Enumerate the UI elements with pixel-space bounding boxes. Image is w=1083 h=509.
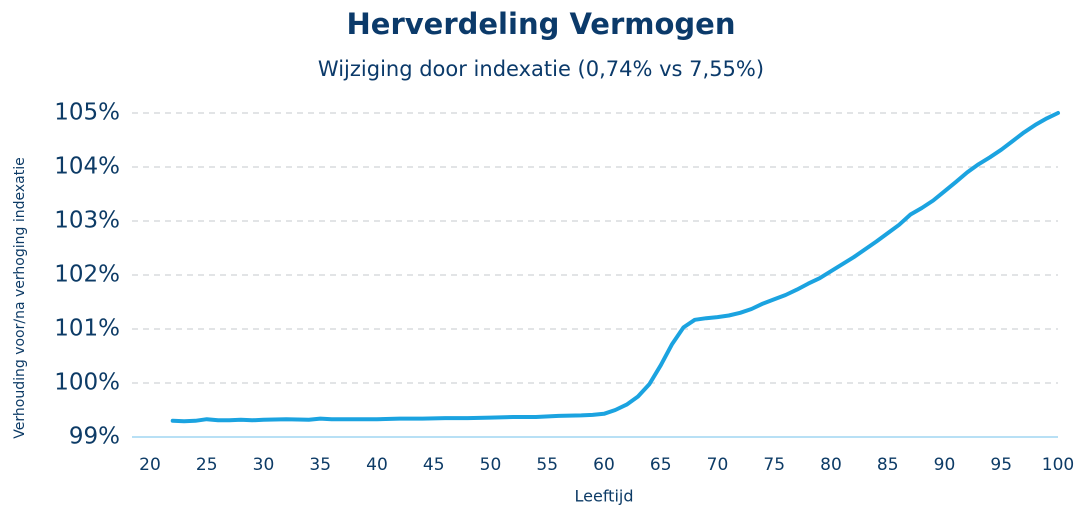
x-tick-label: 35 [309,455,331,475]
data-line [170,111,1060,424]
x-tick-label: 40 [366,455,388,475]
x-tick-label: 65 [650,455,672,475]
y-tick-label: 104% [54,154,120,180]
x-tick-label: 25 [196,455,218,475]
x-tick-label: 20 [139,455,161,475]
x-tick-label: 100 [1042,455,1074,475]
x-tick-label: 85 [877,455,899,475]
y-tick-label: 100% [54,370,120,396]
y-tick-label: 101% [54,316,120,342]
y-tick-label: 102% [54,262,120,288]
x-tick-label: 30 [253,455,275,475]
y-tick-label: 103% [54,208,120,234]
y-tick-label: 105% [54,100,120,126]
x-tick-label: 55 [536,455,558,475]
chart-subtitle: Wijziging door indexatie (0,74% vs 7,55%… [318,57,764,81]
x-tick-label: 80 [820,455,842,475]
x-tick-label: 60 [593,455,615,475]
x-tick-label: 70 [707,455,729,475]
x-tick-label: 45 [423,455,445,475]
y-axis-label: Verhouding voor/na verhoging indexatie [12,157,28,438]
x-tick-label: 50 [480,455,502,475]
x-axis-label: Leeftijd [575,487,634,506]
x-tick-label: 90 [934,455,956,475]
chart-title: Herverdeling Vermogen [347,7,736,41]
x-tick-label: 95 [990,455,1012,475]
y-tick-label: 99% [69,424,120,450]
x-tick-label: 75 [763,455,785,475]
